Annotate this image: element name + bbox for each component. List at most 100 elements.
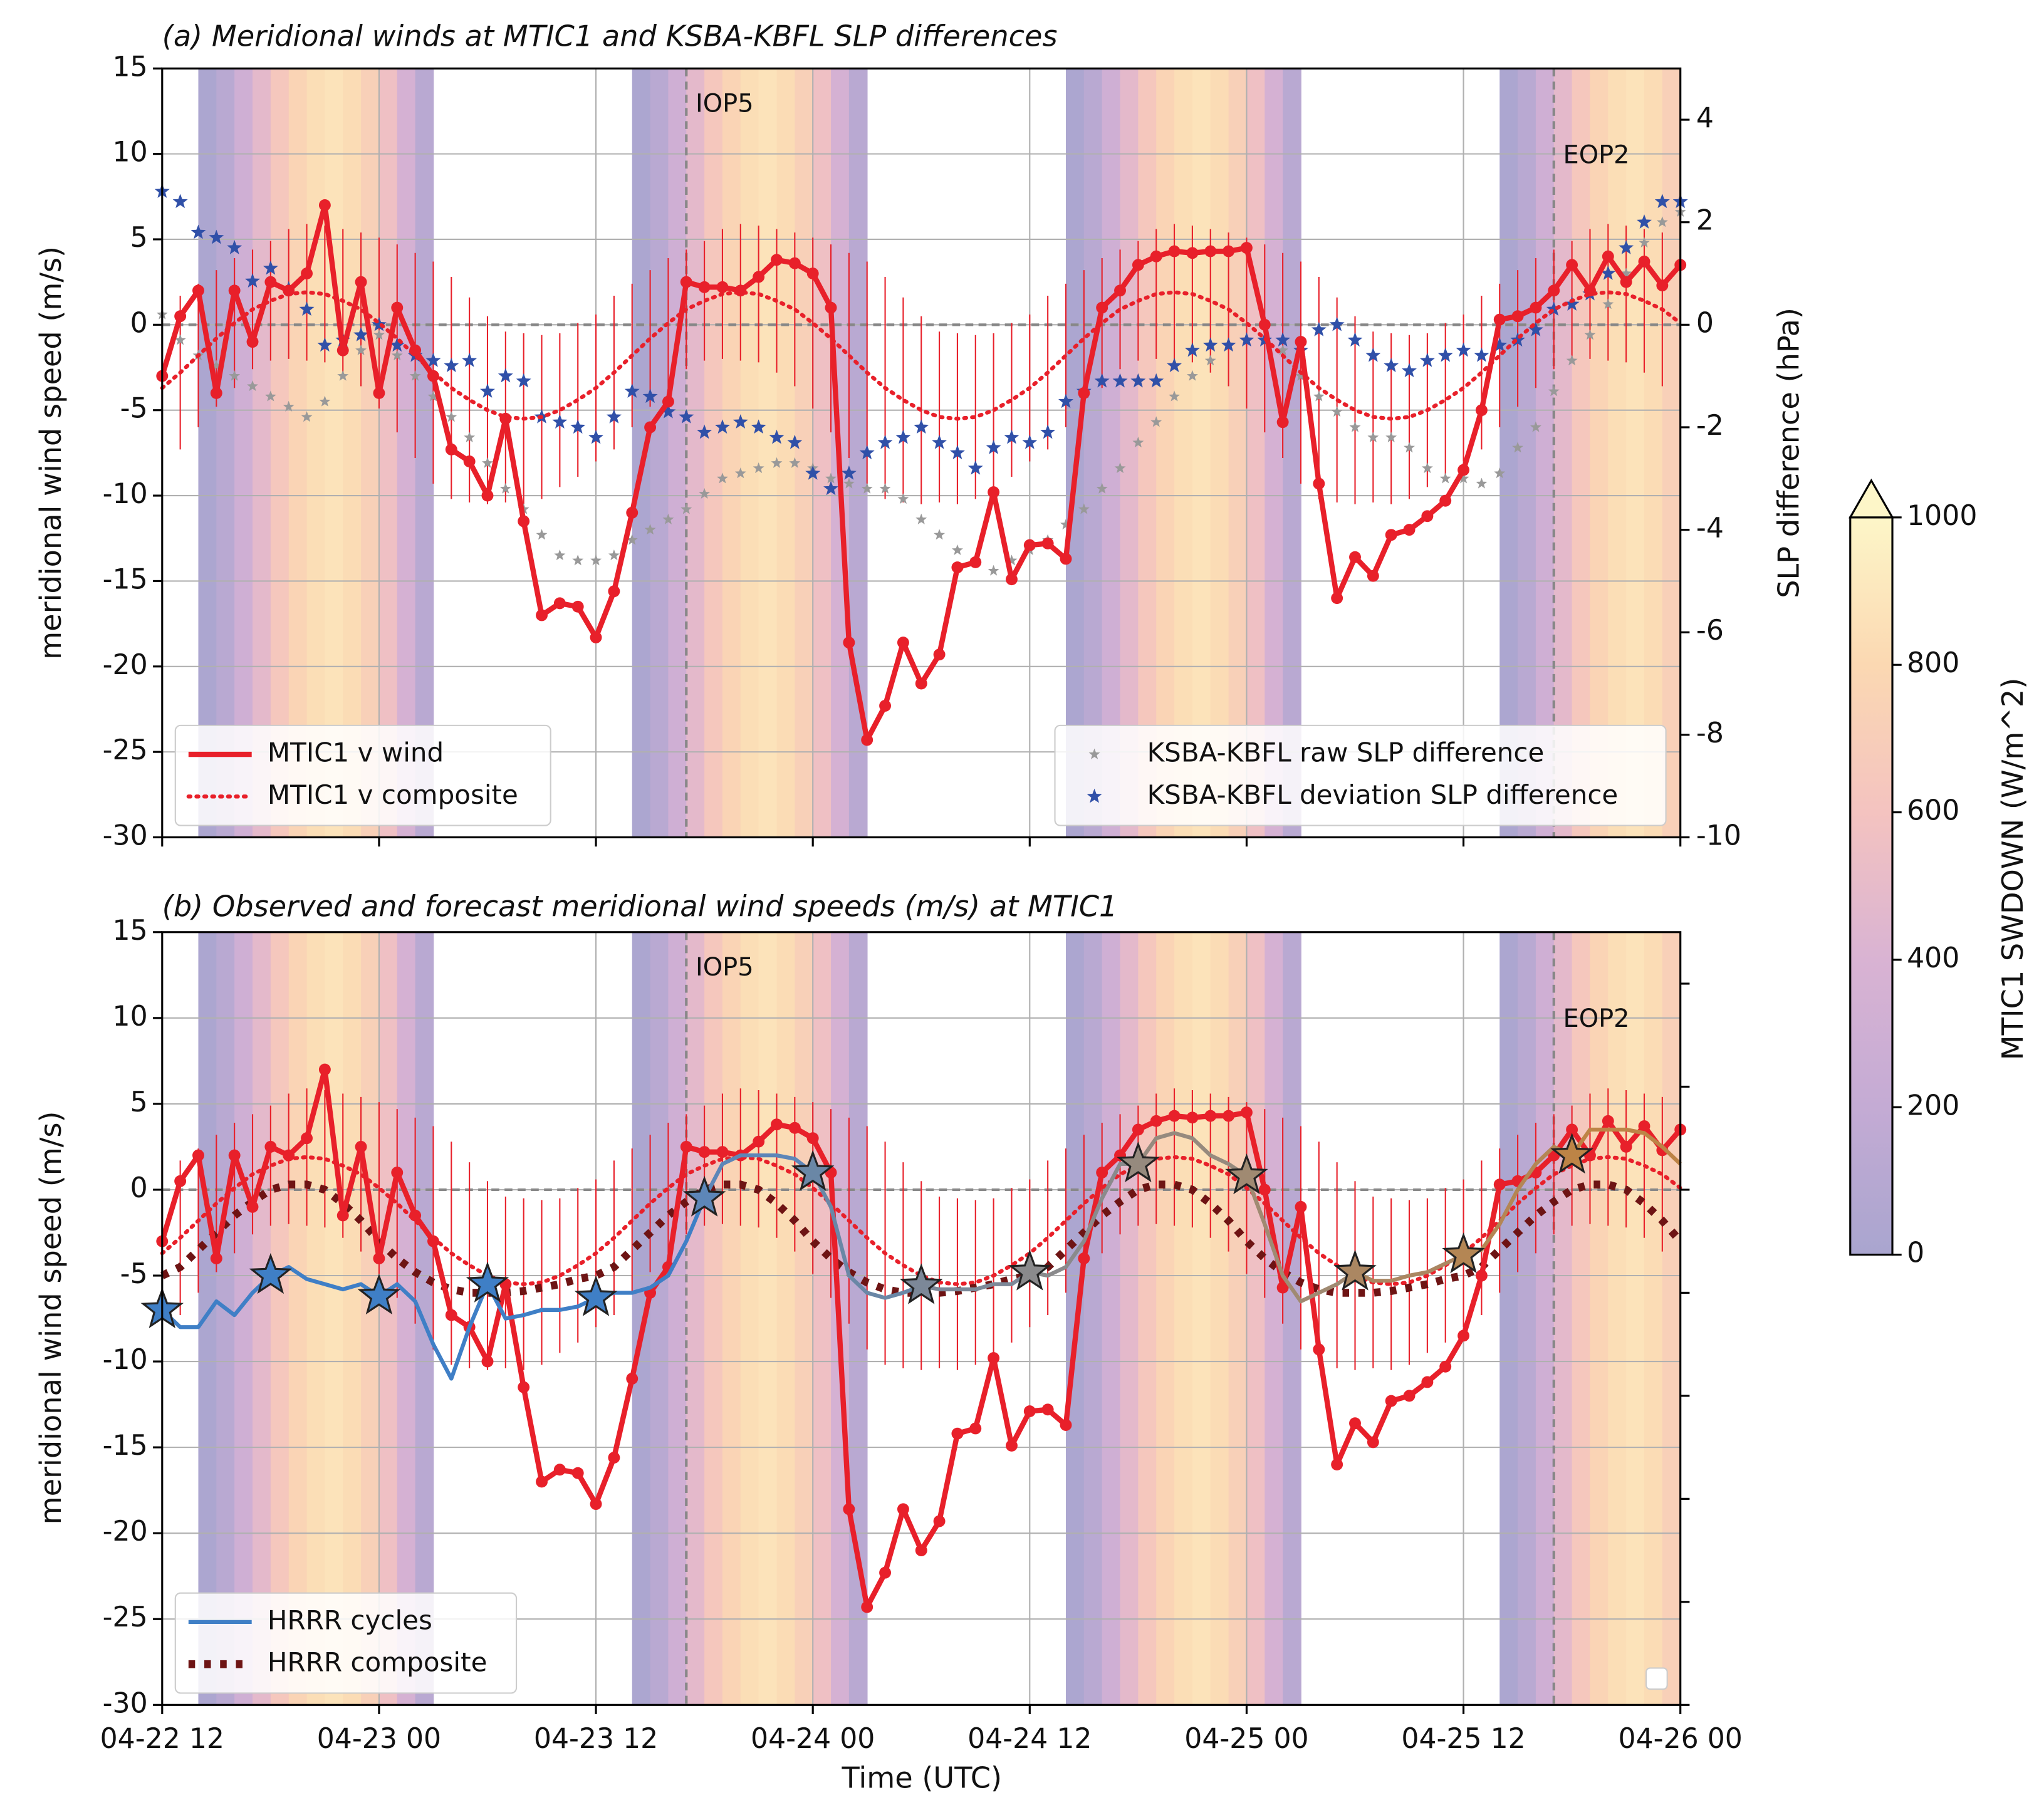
slp-point: [516, 373, 531, 388]
swdown-band: [795, 68, 814, 838]
swdown-band: [1626, 932, 1645, 1705]
slp-point: [1656, 216, 1668, 227]
event-label: IOP5: [696, 953, 754, 982]
slp-point: [590, 554, 602, 566]
observed-point: [1041, 1403, 1054, 1416]
observed-point: [1584, 284, 1596, 297]
swdown-band: [1572, 932, 1591, 1705]
slp-point: [1132, 437, 1144, 448]
y-tick-label: -15: [103, 1430, 148, 1462]
observed-point: [662, 395, 674, 408]
slp-point: [915, 513, 927, 524]
hrrr-init-star: [899, 1263, 943, 1304]
panel-a-title: (a) Meridional winds at MTIC1 and KSBA-K…: [162, 19, 1058, 53]
slp-point: [554, 549, 566, 561]
slp-point: [716, 472, 728, 484]
swdown-band: [1228, 932, 1248, 1705]
observed-point: [1258, 318, 1271, 331]
slp-point: [588, 429, 604, 444]
slp-point: [283, 400, 295, 412]
colorbar-tick-label: 400: [1907, 942, 1959, 974]
swdown-band: [234, 932, 253, 1705]
observed-point: [1006, 573, 1018, 586]
observed-point: [1620, 276, 1632, 288]
observed-point: [373, 387, 385, 399]
slp-point: [1365, 347, 1381, 362]
observed-point: [210, 1252, 222, 1265]
observed-point: [174, 310, 187, 323]
slp-point: [1457, 472, 1469, 484]
slp-point: [626, 534, 638, 545]
observed-point: [1349, 551, 1361, 563]
slp-point: [1367, 431, 1379, 442]
slp-point: [914, 419, 929, 434]
observed-point: [825, 301, 837, 314]
slp-point: [1385, 431, 1397, 442]
y2-axis-label: SLP difference (hPa): [1772, 308, 1806, 598]
observed-point: [1023, 1405, 1036, 1418]
observed-point: [716, 281, 729, 293]
observed-point: [988, 1352, 1000, 1365]
observed-point: [1006, 1439, 1018, 1452]
observed-point: [626, 1373, 639, 1385]
observed-point: [283, 1149, 295, 1162]
slp-point: [1566, 355, 1578, 366]
hrrr-init-star: [1442, 1232, 1485, 1274]
observed-point: [969, 1422, 982, 1435]
swdown-band: [1662, 68, 1681, 838]
slp-point: [1202, 337, 1218, 352]
swdown-band: [1083, 932, 1103, 1705]
slp-point: [699, 487, 711, 499]
observed-point: [698, 281, 711, 293]
slp-point: [1492, 337, 1508, 352]
swdown-band: [415, 68, 434, 838]
y2-tick-label: -6: [1696, 615, 1724, 647]
observed-point: [590, 1498, 602, 1511]
slp-point: [464, 431, 476, 442]
slp-point: [245, 273, 261, 288]
swdown-band: [397, 932, 416, 1705]
swdown-band: [1120, 932, 1139, 1705]
swdown-band: [361, 68, 380, 838]
observed-point: [698, 1146, 711, 1158]
hrrr-cycle-line: [486, 1283, 597, 1321]
slp-point: [391, 349, 403, 361]
panel-b-title: (b) Observed and forecast meridional win…: [162, 889, 1118, 923]
swdown-band: [270, 932, 289, 1705]
swdown-band: [1644, 932, 1663, 1705]
swdown-band: [740, 68, 759, 838]
observed-point: [806, 268, 819, 279]
observed-point: [210, 387, 222, 399]
slp-point: [1221, 337, 1236, 352]
slp-point: [606, 409, 622, 424]
swdown-band: [1192, 68, 1211, 838]
y-tick-label: 15: [113, 51, 148, 83]
slp-point: [1094, 373, 1110, 388]
slp-point: [680, 503, 692, 514]
observed-point: [1566, 1123, 1578, 1136]
slp-point: [951, 544, 963, 555]
y-tick-label: 15: [113, 915, 148, 947]
y2-tick-label: 0: [1696, 307, 1714, 339]
slp-point: [1474, 347, 1489, 362]
slp-point: [1184, 342, 1200, 357]
slp-point: [229, 370, 241, 381]
swdown-band: [813, 68, 832, 838]
observed-point: [427, 1235, 439, 1247]
observed-point: [915, 1544, 927, 1557]
observed-point: [590, 631, 602, 643]
observed-point: [879, 1566, 892, 1579]
slp-point: [1004, 429, 1019, 444]
swdown-band: [668, 932, 687, 1705]
observed-point: [192, 284, 204, 297]
y-tick-label: 0: [130, 1172, 148, 1204]
observed-point: [283, 284, 295, 297]
x-tick-label: 04-25 12: [1401, 1723, 1525, 1755]
x-tick-label: 04-23 12: [534, 1723, 658, 1755]
observed-point: [861, 734, 873, 746]
slp-point: [679, 409, 694, 424]
slp-point: [1639, 236, 1650, 248]
x-tick-label: 04-25 00: [1184, 1723, 1308, 1755]
observed-point: [427, 370, 439, 382]
